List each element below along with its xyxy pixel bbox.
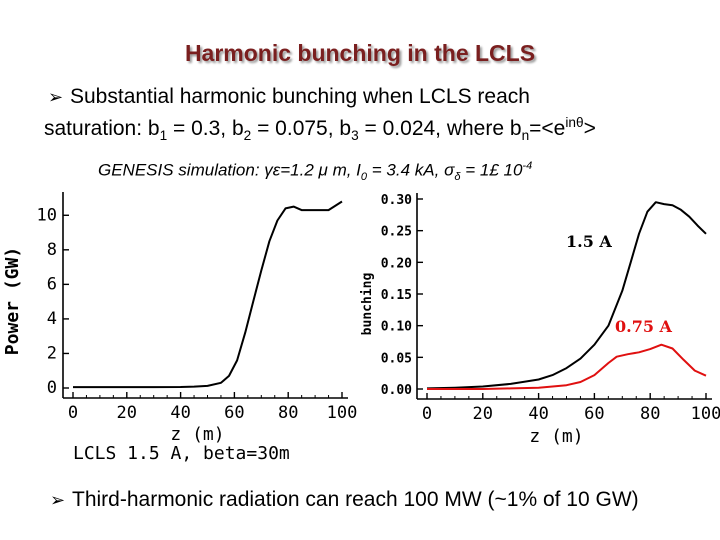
b2-sub: 2 xyxy=(243,128,252,144)
chart1-y-tick-label: 10 xyxy=(37,205,57,225)
bullet-line-2: saturation: b1 = 0.3, b2 = 0.075, b3 = 0… xyxy=(44,110,704,149)
sim-energy-spread: = 1£ 10 xyxy=(460,160,523,180)
bullet-harmonic-bunching: ➢ Substantial harmonic bunching when LCLS… xyxy=(44,84,704,149)
sim-current-sub: 0 xyxy=(360,171,368,184)
chart2-x-tick-label: 80 xyxy=(640,404,660,424)
chart2-y-tick-label: 0.10 xyxy=(381,320,412,335)
chart2-x-axis-title: z (m) xyxy=(529,426,583,447)
chart1-series-line-1 xyxy=(73,200,343,389)
bullet-2-text: Third-harmonic radiation can reach 100 M… xyxy=(72,488,639,511)
chart1-y-tick-label: 6 xyxy=(47,274,57,294)
bullet-third-harmonic: ➢ Third-harmonic radiation can reach 100 … xyxy=(50,487,720,513)
chart2-y-tick-label: 0.20 xyxy=(381,256,412,271)
chart2-x-tick-label: 40 xyxy=(528,404,548,424)
chart2-y-tick-label: 0.25 xyxy=(381,225,412,240)
chart1-y-axis-title: Power (GW) xyxy=(2,247,23,355)
b1-sub: 1 xyxy=(159,128,168,144)
bn-eq: =<e xyxy=(529,117,566,140)
bn-sup: inθ xyxy=(565,115,584,130)
chart2-y-tick-label: 0.15 xyxy=(381,288,412,303)
b3-sub: 3 xyxy=(351,128,359,144)
b1-label: saturation: b xyxy=(44,117,160,140)
chart2-series-line-2 xyxy=(427,343,707,390)
chart2-annotation-1: 1.5 A xyxy=(566,232,612,251)
bullet-line-1-text: Substantial harmonic bunching when LCLS … xyxy=(70,85,530,108)
chart1-y-tick-label: 8 xyxy=(47,240,57,260)
chart1-x-tick-label: 20 xyxy=(117,403,137,423)
sim-emittance: γε=1.2 μ m, I xyxy=(264,160,361,180)
chart1-x-tick-label: 40 xyxy=(170,403,190,423)
chart2-x-tick-label: 60 xyxy=(584,404,604,424)
bn-sub: n xyxy=(521,128,530,144)
b3-label: = 0.075, b xyxy=(251,117,352,140)
chart1-x-tick-label: 80 xyxy=(278,403,298,423)
chart2-x-tick-label: 0 xyxy=(422,404,432,424)
chart2-y-tick-label: 0.30 xyxy=(381,193,412,208)
chart2-annotation-2: 0.75 A xyxy=(615,317,673,336)
chart1-caption: LCLS 1.5 A, beta=30m xyxy=(73,443,290,464)
chart2-y-tick-label: 0.00 xyxy=(381,383,412,398)
chart2-x-tick-label: 20 xyxy=(473,404,493,424)
chart1-x-tick-label: 100 xyxy=(327,403,358,423)
sim-current: = 3.4 kA, σ xyxy=(367,160,455,180)
slide-title: Harmonic bunching in the LCLS xyxy=(184,40,536,66)
b2-label: = 0.3, b xyxy=(167,117,244,140)
bullet-arrow-icon: ➢ xyxy=(50,490,66,510)
simulation-parameters: GENESIS simulation: γε=1.2 μ m, I0 = 3.4… xyxy=(98,160,532,183)
sim-exp: -4 xyxy=(522,160,533,172)
chart1-y-tick-label: 2 xyxy=(47,343,57,363)
bullet-line-1: ➢ Substantial harmonic bunching when LCLS… xyxy=(44,84,704,110)
chart1-x-axis-title: z (m) xyxy=(170,424,224,445)
chart2-y-axis-title: bunching xyxy=(360,273,375,336)
bullet-arrow-icon: ➢ xyxy=(48,87,64,107)
chart1-x-tick-label: 60 xyxy=(224,403,244,423)
chart2-y-tick-label: 0.05 xyxy=(381,351,412,366)
chart1-x-tick-label: 0 xyxy=(68,403,78,423)
bn-end: > xyxy=(583,117,596,140)
bn-label: = 0.024, where b xyxy=(358,117,522,140)
chart2-series-line-1 xyxy=(426,201,707,390)
chart1-y-tick-label: 4 xyxy=(47,309,57,329)
chart1-y-tick-label: 0 xyxy=(47,378,57,398)
sim-prefix: GENESIS simulation: xyxy=(98,160,265,180)
chart2-x-tick-label: 100 xyxy=(691,404,720,424)
sim-sigma-sub: δ xyxy=(454,171,461,184)
